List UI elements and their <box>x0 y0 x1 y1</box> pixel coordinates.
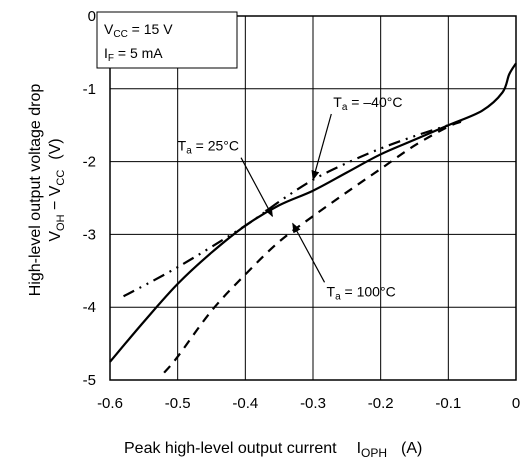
y-tick-label: -2 <box>83 154 96 171</box>
x-tick-label: -0.5 <box>165 395 191 412</box>
condition-if: IF = 5 mA <box>104 45 163 64</box>
plot-frame <box>109 15 517 381</box>
grid <box>109 15 517 381</box>
series-label-arrow <box>311 113 332 181</box>
series-line <box>123 119 463 298</box>
y-axis-title-line1: High-level output voltage drop <box>27 84 44 297</box>
series-label: Ta = 25°C <box>178 138 239 157</box>
x-tick-label: -0.3 <box>300 395 326 412</box>
series-line <box>163 120 463 374</box>
series-line <box>109 62 517 363</box>
conditions-box: VCC = 15 V IF = 5 mA <box>96 11 238 69</box>
series-label: Ta = 100°C <box>327 283 396 302</box>
tick-labels: -0.6 -0.5 -0.4 -0.3 -0.2 -0.1 0 0 -1 -2 -3 -4 -5 <box>83 8 521 412</box>
x-tick-label: -0.6 <box>97 395 123 412</box>
y-axis-title-line2: VOH − VCC(V) <box>47 138 67 241</box>
series-labels: Ta = –40°C Ta = 25°C Ta = 100°C <box>178 94 403 302</box>
x-tick-label: -0.2 <box>368 395 394 412</box>
series-label: Ta = –40°C <box>333 94 402 113</box>
y-tick-label: -5 <box>83 372 96 389</box>
x-tick-label: -0.1 <box>435 395 461 412</box>
condition-vcc: VCC = 15 V <box>104 21 173 40</box>
y-tick-label: 0 <box>88 8 96 25</box>
series-group <box>109 62 517 374</box>
y-tick-label: -4 <box>83 299 96 316</box>
series-label-arrow <box>292 222 326 283</box>
x-axis-title: Peak high-level output current IOPH (A) <box>124 440 422 460</box>
x-tick-label: 0 <box>512 395 520 412</box>
y-tick-label: -3 <box>83 226 96 243</box>
y-tick-label: -1 <box>83 81 96 98</box>
y-axis-title: High-level output voltage drop VOH − VCC… <box>27 84 67 297</box>
x-tick-label: -0.4 <box>232 395 258 412</box>
series-label-arrow <box>240 157 273 218</box>
